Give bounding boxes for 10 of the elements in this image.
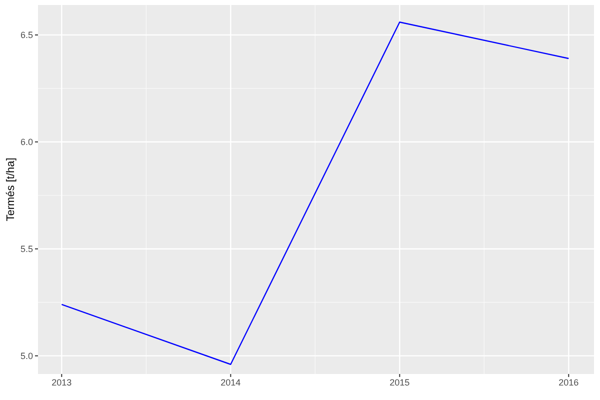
x-tick-label: 2013 <box>52 377 72 388</box>
line-series <box>61 22 570 365</box>
x-tick-label: 2016 <box>558 377 579 388</box>
x-tick-label: 2015 <box>390 377 410 388</box>
y-tick-label: 5.5 <box>20 244 33 254</box>
y-tick-label: 6.5 <box>20 30 33 40</box>
y-tick-label: 5.0 <box>20 351 33 362</box>
y-tick-label: 6.0 <box>20 137 33 148</box>
y-axis-title: Termés [t/ha] <box>4 158 17 222</box>
x-tick-label: 2014 <box>220 377 241 388</box>
